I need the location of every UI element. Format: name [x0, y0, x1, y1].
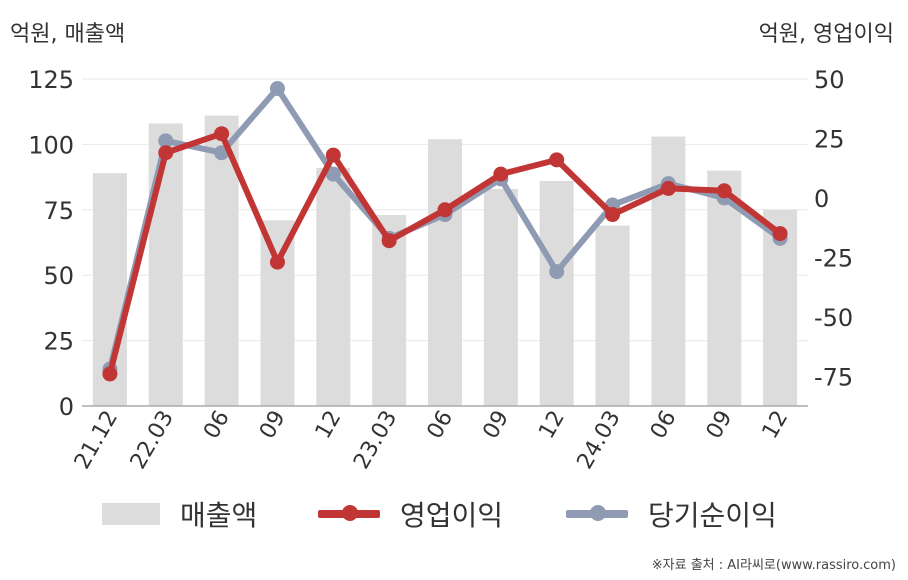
point-operating-income: [102, 366, 118, 382]
point-operating-income: [437, 202, 453, 218]
point-net-income: [549, 264, 565, 280]
x-tick-label: 22.03: [126, 407, 179, 474]
source-note: ※자료 출처 : AI라씨로(www.rassiro.com): [651, 558, 896, 573]
point-operating-income: [716, 183, 732, 199]
right-y-tick-label: 25: [814, 125, 845, 153]
point-net-income: [325, 166, 341, 182]
right-y-tick-label: -50: [814, 304, 853, 332]
point-net-income: [158, 133, 174, 149]
x-tick-label: 09: [478, 407, 514, 444]
x-tick-label: 06: [646, 407, 682, 444]
legend-line-swatch-net: [566, 505, 628, 521]
x-tick-label: 12: [311, 407, 347, 444]
x-tick-label: 06: [199, 407, 235, 444]
legend-line-swatch-operating: [318, 505, 380, 521]
legend-label-net-income: 당기순이익: [648, 499, 777, 532]
legend-item-sales: 매출액: [102, 494, 257, 534]
right-y-tick-label: -75: [814, 363, 853, 391]
point-operating-income: [660, 180, 676, 196]
x-tick-label: 24.03: [573, 407, 626, 474]
left-y-tick-label: 25: [43, 328, 74, 356]
point-operating-income: [381, 233, 397, 249]
legend-label-operating-income: 영업이익: [400, 499, 504, 532]
bar-sales: [148, 123, 183, 407]
left-y-tick-label: 50: [43, 262, 74, 290]
right-y-tick-label: 50: [814, 66, 845, 94]
bar-sales: [539, 181, 574, 406]
point-operating-income: [772, 226, 788, 242]
point-operating-income: [605, 207, 621, 223]
left-y-tick-label: 0: [59, 393, 74, 421]
x-tick-label: 06: [423, 407, 459, 444]
legend-item-operating-income: 영업이익: [318, 494, 503, 534]
left-y-tick-label: 75: [43, 197, 74, 225]
right-y-tick-label: 0: [814, 185, 829, 213]
point-operating-income: [269, 254, 285, 270]
point-operating-income: [549, 152, 565, 168]
left-y-tick-label: 100: [28, 131, 74, 159]
bar-sales: [428, 139, 462, 406]
point-operating-income: [325, 147, 341, 163]
point-operating-income: [493, 166, 509, 182]
x-tick-label: 09: [255, 407, 291, 444]
combo-chart: 0 25 50 75 100 125 -75 -50 -25 0 25 50 21.12 22.03 06 0…: [28, 66, 853, 474]
legend-label-sales: 매출액: [180, 499, 258, 532]
left-axis-unit-label: 억원, 매출액: [10, 22, 126, 47]
right-y-tick-label: -25: [814, 244, 853, 272]
x-tick-label: 23.03: [349, 407, 402, 474]
legend-bar-swatch: [102, 503, 160, 525]
bar-sales: [595, 225, 630, 406]
point-operating-income: [214, 126, 230, 142]
bar-sales: [260, 220, 295, 406]
x-tick-label: 12: [534, 407, 570, 444]
point-net-income: [269, 81, 285, 97]
x-tick-label: 12: [758, 407, 794, 444]
x-tick-label: 09: [702, 407, 738, 444]
point-operating-income: [158, 145, 174, 161]
right-axis-unit-label: 억원, 영업이익: [758, 22, 894, 47]
x-tick-label: 21.12: [70, 407, 123, 474]
bar-sales: [483, 188, 518, 406]
left-y-tick-label: 125: [28, 66, 74, 94]
legend-item-net-income: 당기순이익: [566, 494, 777, 534]
bar-sales: [316, 167, 351, 406]
